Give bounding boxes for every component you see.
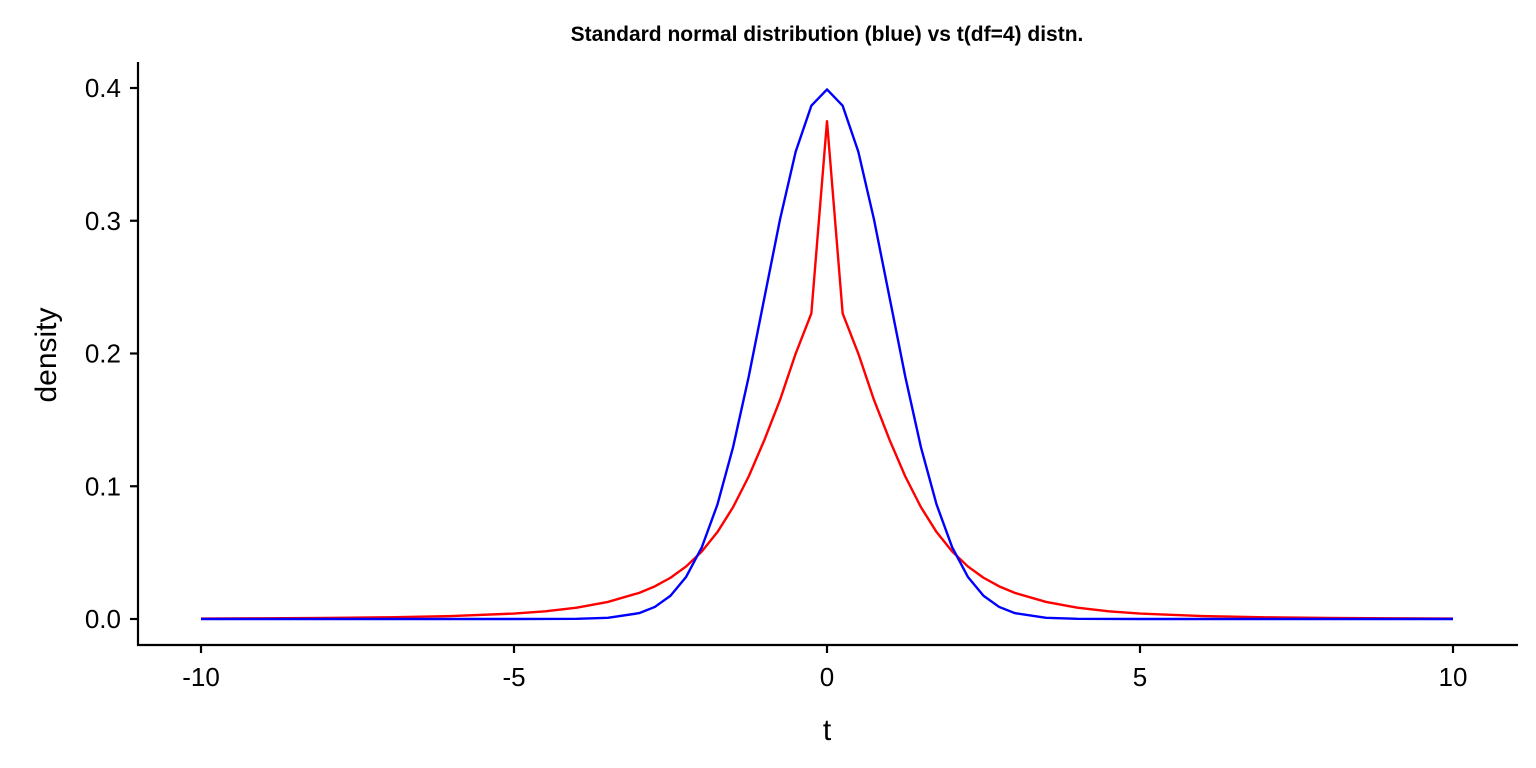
y-axis-title: density <box>30 307 63 402</box>
chart-title: Standard normal distribution (blue) vs t… <box>571 23 1084 46</box>
x-tick-label: -10 <box>182 662 220 692</box>
y-tick-label: 0.3 <box>85 206 121 236</box>
x-tick-label: 10 <box>1439 662 1468 692</box>
x-axis-ticks: -10 -5 0 5 10 <box>182 645 1467 692</box>
y-tick-label: 0.0 <box>85 604 121 634</box>
x-axis-title: t <box>823 714 832 747</box>
x-tick-label: -5 <box>502 662 525 692</box>
y-tick-label: 0.1 <box>85 471 121 501</box>
y-tick-label: 0.2 <box>85 339 121 369</box>
series-layer <box>200 88 1454 621</box>
x-tick-label: 5 <box>1133 662 1147 692</box>
y-axis-ticks: 0.0 0.1 0.2 0.3 0.4 <box>85 73 138 634</box>
y-tick-label: 0.4 <box>85 73 121 103</box>
x-tick-label: 0 <box>820 662 834 692</box>
normal-density-line <box>201 88 1453 621</box>
t-density-line <box>200 119 1454 620</box>
